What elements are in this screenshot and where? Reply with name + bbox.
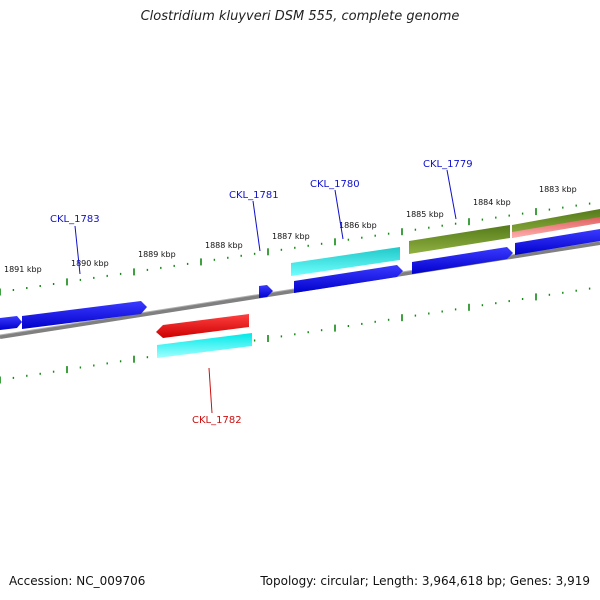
tick-label-1891: 1891 kbp: [4, 265, 42, 274]
gene-label-ckl-1779[interactable]: CKL_1779: [423, 159, 473, 170]
gene-arrow-ckl-1780[interactable]: [294, 265, 403, 293]
feature-bar-cyan-1780[interactable]: [291, 247, 400, 276]
gene-arrow-ckl-1779[interactable]: [412, 247, 513, 274]
upper-tick-ruler: [0, 202, 591, 296]
tick-label-1885: 1885 kbp: [406, 210, 444, 219]
gene-arrow-ckl-1782[interactable]: [156, 314, 249, 338]
tick-label-1889: 1889 kbp: [138, 250, 176, 259]
tick-label-1886: 1886 kbp: [339, 221, 377, 230]
tick-label-1888: 1888 kbp: [205, 241, 243, 250]
feature-bar-cyan-1782[interactable]: [157, 333, 252, 358]
leader-line-ckl-1782: [208, 367, 213, 414]
leader-line-ckl-1783: [74, 225, 81, 275]
tick-label-1890: 1890 kbp: [71, 259, 109, 268]
gene-arrow-ckl-1784[interactable]: [0, 316, 22, 330]
gene-label-ckl-1780[interactable]: CKL_1780: [310, 179, 360, 190]
gene-label-ckl-1783[interactable]: CKL_1783: [50, 214, 100, 225]
gene-arrow-ckl-1781[interactable]: [259, 285, 273, 298]
genome-summary-text: Topology: circular; Length: 3,964,618 bp…: [260, 574, 590, 588]
gene-label-ckl-1781[interactable]: CKL_1781: [229, 190, 279, 201]
lower-tick-ruler: [0, 287, 591, 384]
feature-bar-olive-1779[interactable]: [409, 225, 510, 254]
tick-label-1887: 1887 kbp: [272, 232, 310, 241]
leader-line-ckl-1779: [446, 169, 457, 220]
accession-text: Accession: NC_009706: [9, 574, 146, 588]
tick-label-1884: 1884 kbp: [473, 198, 511, 207]
gene-arrow-ckl-1783[interactable]: [22, 301, 147, 329]
leader-line-ckl-1781: [252, 200, 261, 252]
feature-bar-pink-1778[interactable]: [512, 217, 600, 238]
gene-label-ckl-1782[interactable]: CKL_1782: [192, 415, 242, 426]
map-title: Clostridium kluyveri DSM 555, complete g…: [140, 9, 460, 24]
gene-arrow-ckl-1778[interactable]: [515, 229, 600, 255]
leader-line-ckl-1780: [334, 189, 344, 240]
tick-label-1883: 1883 kbp: [539, 185, 577, 194]
